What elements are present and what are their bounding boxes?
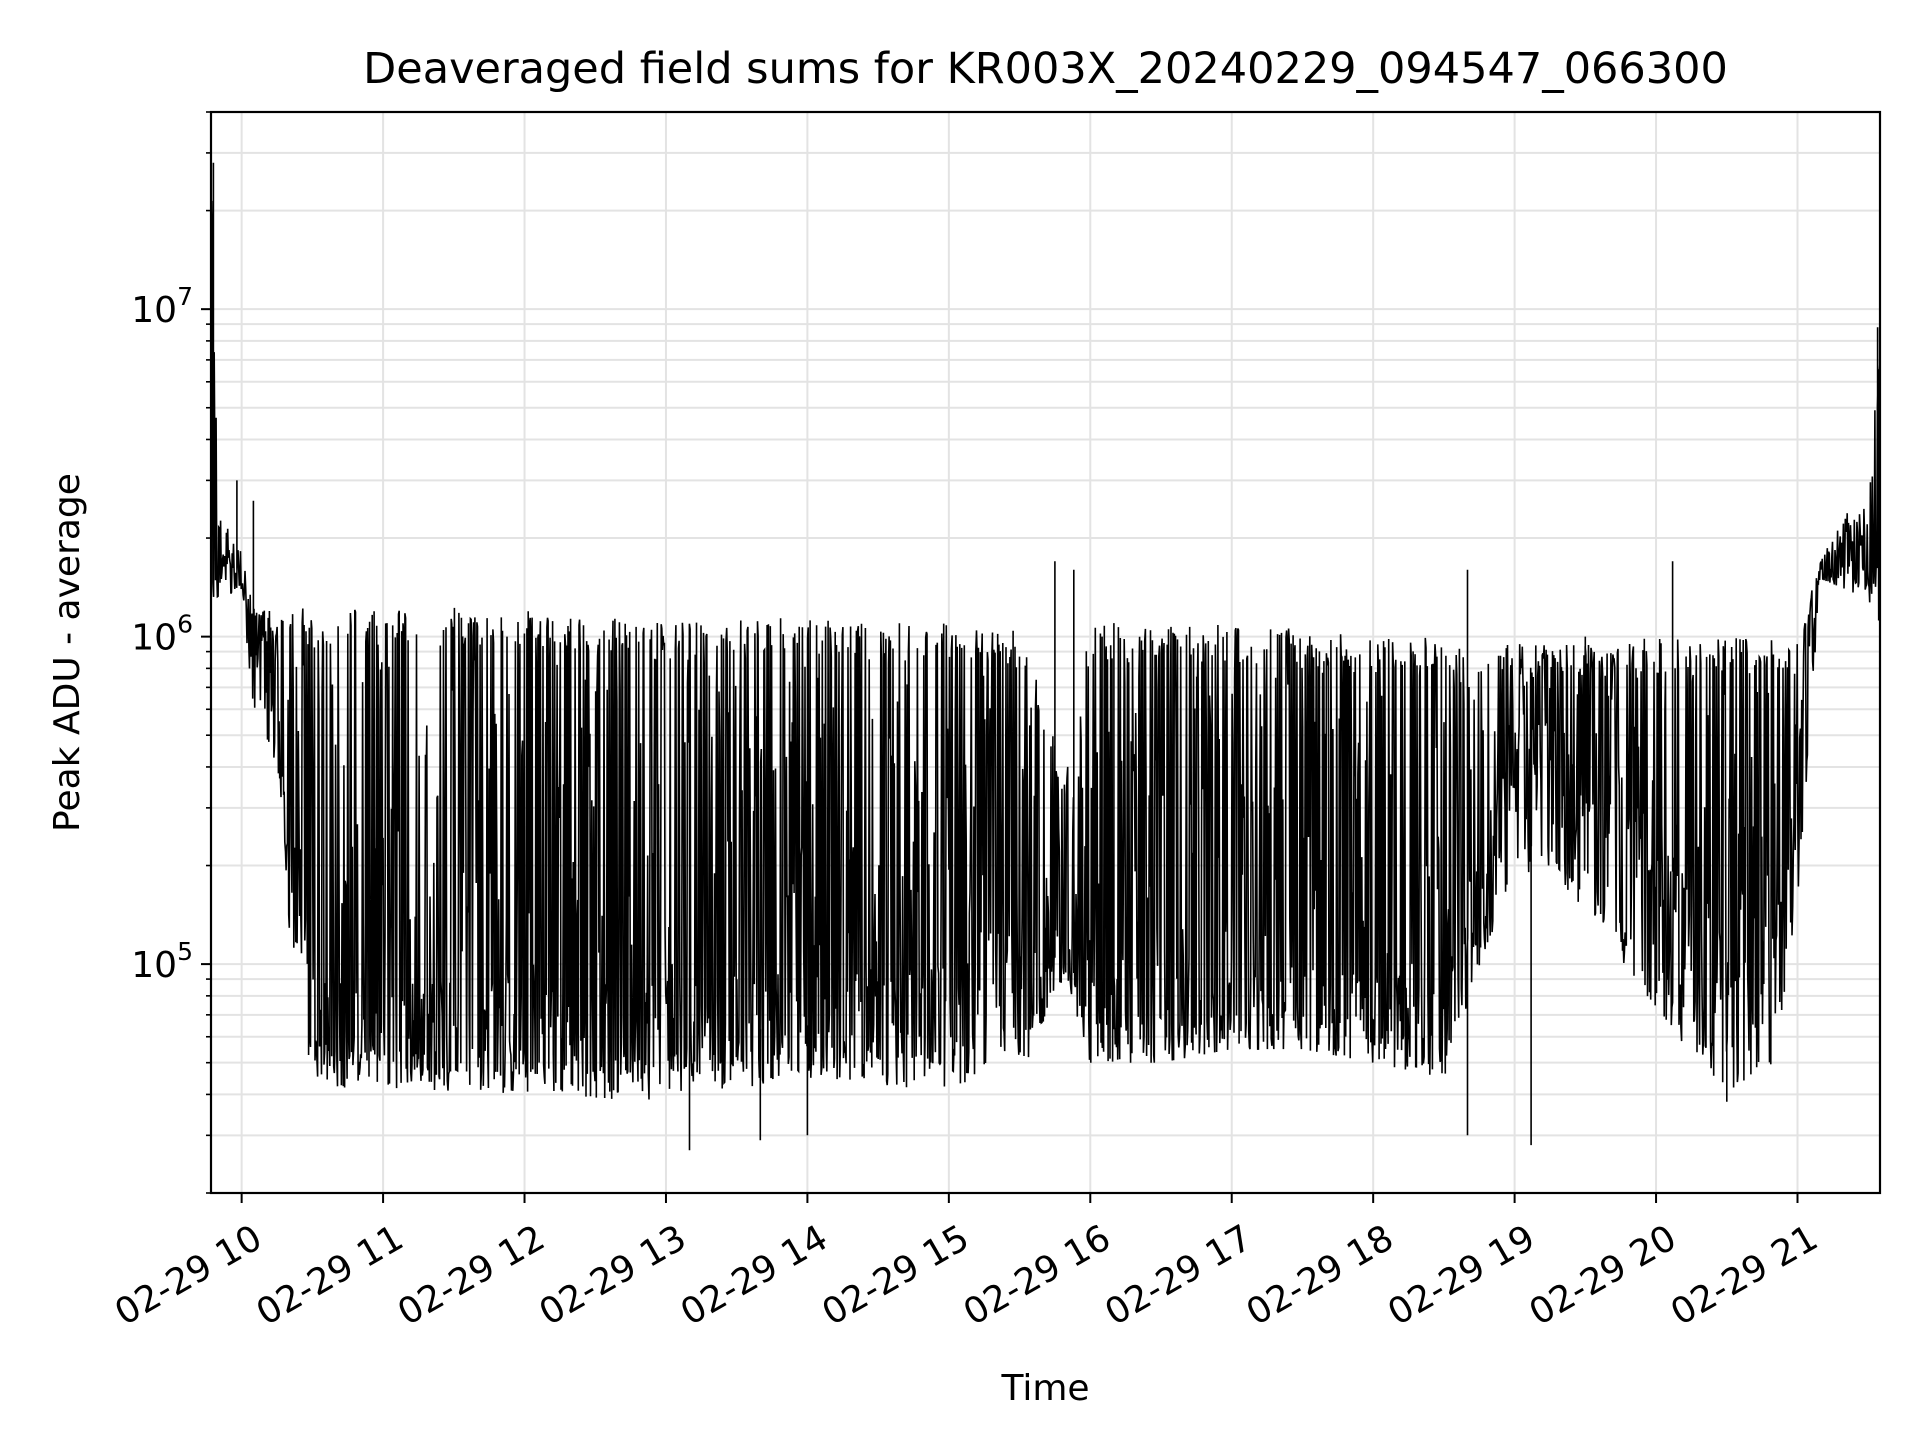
x-axis-label: Time [1001, 1368, 1090, 1409]
x-tick-label: 02-29 18 [1240, 1217, 1401, 1333]
y-tick-label: 107 [131, 282, 193, 331]
y-axis-label: Peak ADU - average [46, 473, 88, 832]
x-tick-label: 02-29 15 [815, 1217, 976, 1333]
x-tick-label: 02-29 13 [533, 1217, 694, 1333]
x-tick-label: 02-29 12 [391, 1217, 552, 1333]
x-tick-label: 02-29 19 [1381, 1217, 1542, 1333]
y-tick-label: 106 [131, 610, 193, 659]
x-tick-label: 02-29 21 [1664, 1217, 1825, 1333]
x-tick-label: 02-29 17 [1098, 1217, 1259, 1333]
x-tick-label: 02-29 14 [674, 1217, 835, 1333]
x-tick-label: 02-29 11 [250, 1217, 411, 1333]
series-line [211, 162, 1880, 1151]
y-tick-label: 105 [131, 937, 193, 986]
x-tick-label: 02-29 16 [957, 1217, 1118, 1333]
x-tick-label: 02-29 10 [108, 1217, 269, 1333]
x-tick-label: 02-29 20 [1523, 1217, 1684, 1333]
axes-frame [209, 110, 1882, 1195]
chart-title: Deaveraged field sums for KR003X_2024022… [363, 44, 1728, 94]
